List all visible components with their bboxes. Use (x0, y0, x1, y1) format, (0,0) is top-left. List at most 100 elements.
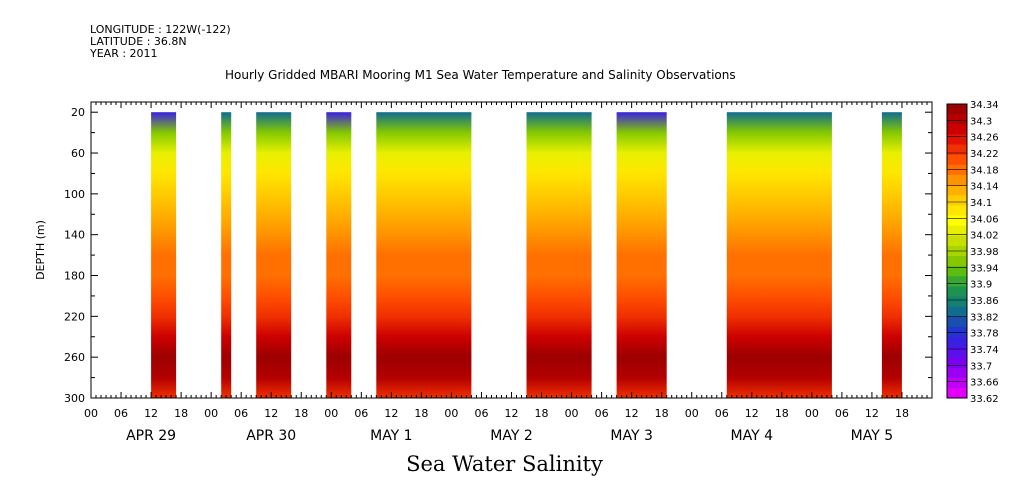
y-tick-label: 180 (64, 270, 85, 283)
colorbar-swatch (947, 266, 967, 277)
colorbar-swatch (947, 185, 967, 196)
y-tick-label: 300 (64, 392, 85, 405)
data-segment (326, 112, 352, 398)
colorbar-label: 33.82 (970, 312, 999, 323)
colorbar-label: 33.66 (970, 378, 999, 389)
colorbar-swatch (947, 357, 967, 369)
data-segment (616, 112, 667, 398)
colorbar-label: 34.3 (970, 116, 992, 127)
x-hour-label: 12 (384, 407, 398, 420)
data-segment (256, 112, 292, 398)
colorbar-swatch (947, 306, 967, 318)
y-tick-label: 140 (64, 229, 85, 242)
x-hour-label: 06 (835, 407, 849, 420)
colorbar-label: 33.86 (970, 296, 999, 307)
colorbar-swatch (947, 387, 967, 399)
colorbar-label: 34.18 (970, 165, 999, 176)
colorbar: 34.34 34.3 34.26 34.22 34.18 34.14 34.1 34.06 34… (946, 100, 999, 405)
colorbar-swatch (947, 316, 967, 328)
colorbar-swatch (947, 286, 967, 298)
colorbar-swatch (947, 144, 967, 156)
x-hour-label: 06 (354, 407, 368, 420)
data-segment (151, 112, 177, 398)
x-day-label: MAY 4 (731, 428, 774, 444)
y-tick-label: 60 (71, 147, 85, 160)
colorbar-swatch (947, 296, 967, 308)
x-hour-label: 00 (685, 407, 699, 420)
colorbar-swatch (947, 174, 967, 186)
x-hour-label: 00 (805, 407, 819, 420)
colorbar-label: 33.78 (970, 329, 999, 340)
colorbar-swatch (947, 235, 967, 247)
data-segment (221, 112, 232, 398)
colorbar-label: 33.98 (970, 247, 999, 258)
x-hour-label: 12 (625, 407, 639, 420)
colorbar-label: 34.26 (970, 133, 999, 144)
data-segment (881, 112, 902, 398)
year-label: YEAR : 2011 (90, 47, 158, 60)
colorbar-label: 34.34 (970, 100, 999, 111)
colorbar-label: 34.02 (970, 231, 999, 242)
x-hour-label: 06 (234, 407, 248, 420)
x-day-label: MAY 5 (851, 428, 893, 444)
x-hour-label: 06 (715, 407, 729, 420)
colorbar-swatch (947, 327, 967, 338)
x-hour-label: 18 (655, 407, 669, 420)
colorbar-label: 34.06 (970, 214, 999, 225)
colorbar-swatch (947, 205, 967, 217)
y-tick-label: 220 (64, 310, 85, 323)
x-hour-label: 06 (114, 407, 128, 420)
data-segment (526, 112, 592, 398)
colorbar-label: 34.1 (970, 198, 992, 209)
latitude-label: LATITUDE : 36.8N (90, 35, 187, 48)
colorbar-label: 33.7 (970, 361, 992, 372)
colorbar-swatch (947, 164, 967, 176)
colorbar-swatch (947, 377, 967, 389)
x-hour-label: 06 (474, 407, 488, 420)
colorbar-label: 33.74 (970, 345, 999, 356)
longitude-label: LONGITUDE : 122W(-122) (90, 23, 231, 36)
colorbar-label: 33.94 (970, 263, 999, 274)
y-tick-label: 100 (64, 188, 85, 201)
x-hour-label: 12 (144, 407, 158, 420)
x-hour-label: 12 (745, 407, 759, 420)
x-hour-label: 00 (204, 407, 218, 420)
x-day-label: MAY 1 (370, 428, 412, 444)
x-hour-label: 18 (294, 407, 308, 420)
y-tick-label: 260 (64, 351, 85, 364)
x-hour-label: 18 (535, 407, 549, 420)
colorbar-swatch (947, 195, 967, 206)
x-day-label: MAY 3 (610, 428, 652, 444)
data-segment (726, 112, 832, 398)
colorbar-swatch (947, 256, 967, 267)
x-hour-label: 18 (174, 407, 188, 420)
y-tick-label: 20 (71, 106, 85, 119)
plot-area: 20 60 100 140 180 220 260 300 00 06 12 18 00 06 12 18 00… (64, 101, 933, 444)
x-hour-label: 12 (264, 407, 278, 420)
colorbar-swatch (947, 367, 967, 379)
colorbar-swatch (947, 276, 967, 287)
x-hour-label: 00 (84, 407, 98, 420)
metadata-block: LONGITUDE : 122W(-122) LATITUDE : 36.8N … (90, 24, 231, 60)
colorbar-swatch (947, 337, 967, 348)
x-hour-label: 18 (895, 407, 909, 420)
x-day-label: MAY 2 (490, 428, 532, 444)
colorbar-swatch (947, 134, 967, 146)
colorbar-label: 33.62 (970, 394, 999, 405)
x-hour-label: 12 (865, 407, 879, 420)
x-hour-label: 18 (414, 407, 428, 420)
x-hour-label: 12 (505, 407, 519, 420)
colorbar-swatch (947, 114, 967, 125)
x-hour-label: 00 (444, 407, 458, 420)
x-hour-label: 18 (775, 407, 789, 420)
x-day-label: APR 29 (126, 428, 176, 444)
x-day-label: APR 30 (246, 428, 296, 444)
colorbar-label: 34.22 (970, 149, 999, 160)
colorbar-label: 33.9 (970, 280, 992, 291)
data-segment (376, 112, 472, 398)
colorbar-label: 34.14 (970, 182, 999, 193)
variable-title: Sea Water Salinity (406, 452, 603, 476)
colorbar-swatch (947, 154, 967, 166)
x-hour-label: 00 (324, 407, 338, 420)
